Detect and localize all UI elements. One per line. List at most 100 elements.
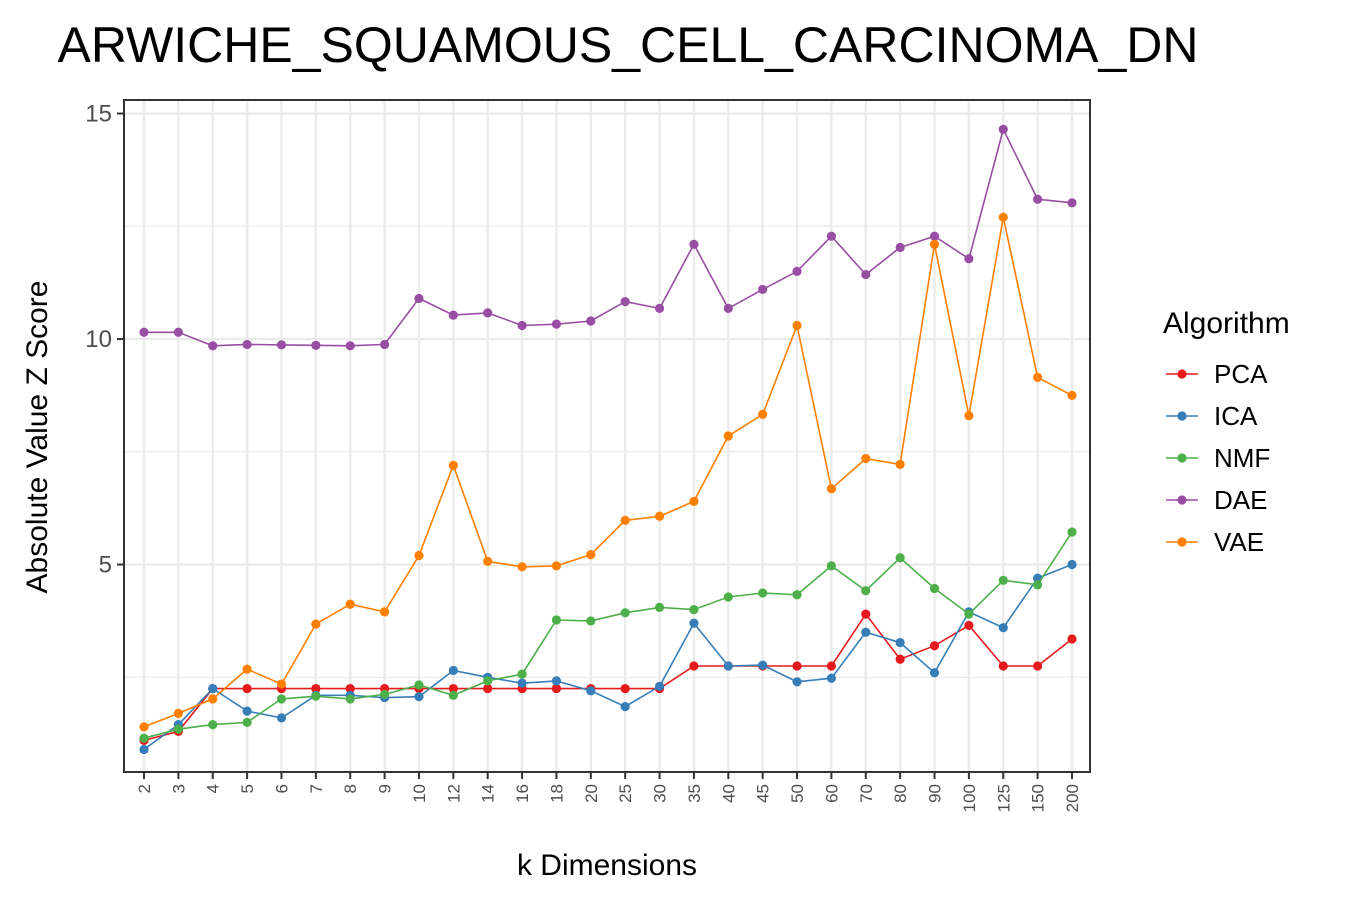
data-point-pca [311,683,321,694]
data-point-dae [517,320,527,331]
series-line-ica [143,563,1073,751]
data-point-ica [620,702,630,712]
data-point-vae [723,431,733,441]
y-axis-title: Absolute Value Z Score [21,281,54,594]
data-point-vae [586,550,596,560]
y-tick-label: 15 [85,101,112,128]
legend-label: VAE [1214,527,1264,557]
x-tick-label: 70 [857,784,876,803]
x-tick-label: 4 [204,784,223,793]
x-tick-label: 12 [444,784,463,803]
data-point-dae [689,239,699,249]
series-line-nmf [143,531,1073,739]
data-point-vae [1067,390,1077,401]
x-axis: 2 3 4 5 6 7 8 9 10 12 14 16 18 20 25 30 35 40 45 50 60 70 80 90… [135,772,1082,812]
legend-item-pca: PCA [1166,359,1268,389]
data-point-nmf [861,586,871,596]
data-point-vae [139,722,149,732]
data-point-dae [895,242,905,253]
x-tick-label: 14 [479,784,498,803]
data-point-pca [448,683,458,694]
data-point-vae [654,511,665,521]
data-point-pca [551,683,562,694]
data-point-nmf [586,616,596,626]
y-axis: 5 10 15 [85,101,124,579]
data-point-dae [861,269,871,280]
legend-item-vae: VAE [1166,527,1264,557]
x-tick-label: 8 [341,784,360,793]
legend: Algorithm PCA ICA NMF DAE VAE [1163,307,1290,557]
data-point-vae [689,496,699,506]
data-point-pca [1033,661,1043,671]
data-point-dae [964,254,974,264]
data-point-dae [620,297,630,307]
data-point-nmf [758,588,768,598]
data-point-dae [276,340,287,350]
data-point-nmf [311,691,321,701]
data-point-nmf [345,694,355,704]
series-layer [139,124,1077,755]
x-tick-label: 80 [891,784,910,803]
data-point-dae [311,340,321,350]
x-tick-label: 50 [788,784,807,803]
data-point-vae [276,679,287,689]
data-point-dae [792,266,802,276]
data-point-dae [723,303,733,313]
data-point-dae [242,339,252,350]
data-point-ica [723,661,733,671]
x-tick-label: 20 [582,784,601,803]
data-point-ica [792,677,802,687]
grid [124,100,1090,772]
data-point-vae [826,484,837,494]
data-point-vae [242,664,252,674]
legend-label: NMF [1214,443,1270,473]
data-point-dae [483,308,493,318]
data-point-dae [448,310,458,320]
data-point-nmf [826,561,837,571]
data-point-nmf [792,590,802,600]
legend-item-nmf: NMF [1166,443,1270,473]
data-point-ica [689,618,699,628]
series-line-vae [143,217,1073,728]
data-point-nmf [139,733,149,743]
data-point-nmf [1067,527,1077,537]
data-point-nmf [723,592,733,602]
data-point-dae [998,124,1008,134]
data-point-nmf [517,669,527,679]
data-point-nmf [620,608,630,618]
x-tick-label: 10 [410,784,429,803]
x-tick-label: 7 [307,784,326,793]
data-point-nmf [895,553,905,563]
x-tick-label: 60 [822,784,841,803]
data-point-ica [929,668,940,678]
series-dae [139,124,1077,351]
data-point-nmf [689,605,699,615]
data-point-nmf [1033,580,1043,590]
data-point-nmf [964,609,974,619]
data-point-dae [1033,194,1043,204]
x-tick-label: 18 [547,784,566,803]
data-point-vae [1033,372,1043,382]
series-line-dae [144,127,1073,347]
x-tick-label: 40 [719,784,738,803]
data-point-ica [551,676,562,686]
data-point-pca [929,641,940,651]
data-point-vae [620,515,630,525]
data-point-nmf [998,575,1008,585]
data-point-vae [861,453,871,464]
legend-key-point [1177,453,1187,463]
data-point-vae [208,694,218,704]
data-point-dae [173,327,183,337]
data-point-ica [242,706,252,716]
data-point-ica [139,744,149,755]
data-point-vae [964,411,974,421]
legend-label: ICA [1214,401,1258,431]
data-point-ica [826,673,837,683]
legend-key-point [1177,411,1187,421]
data-point-nmf [654,602,665,612]
x-tick-label: 125 [994,784,1013,812]
legend-key-point [1177,537,1187,547]
x-tick-label: 9 [376,784,395,793]
data-point-pca [345,683,355,694]
